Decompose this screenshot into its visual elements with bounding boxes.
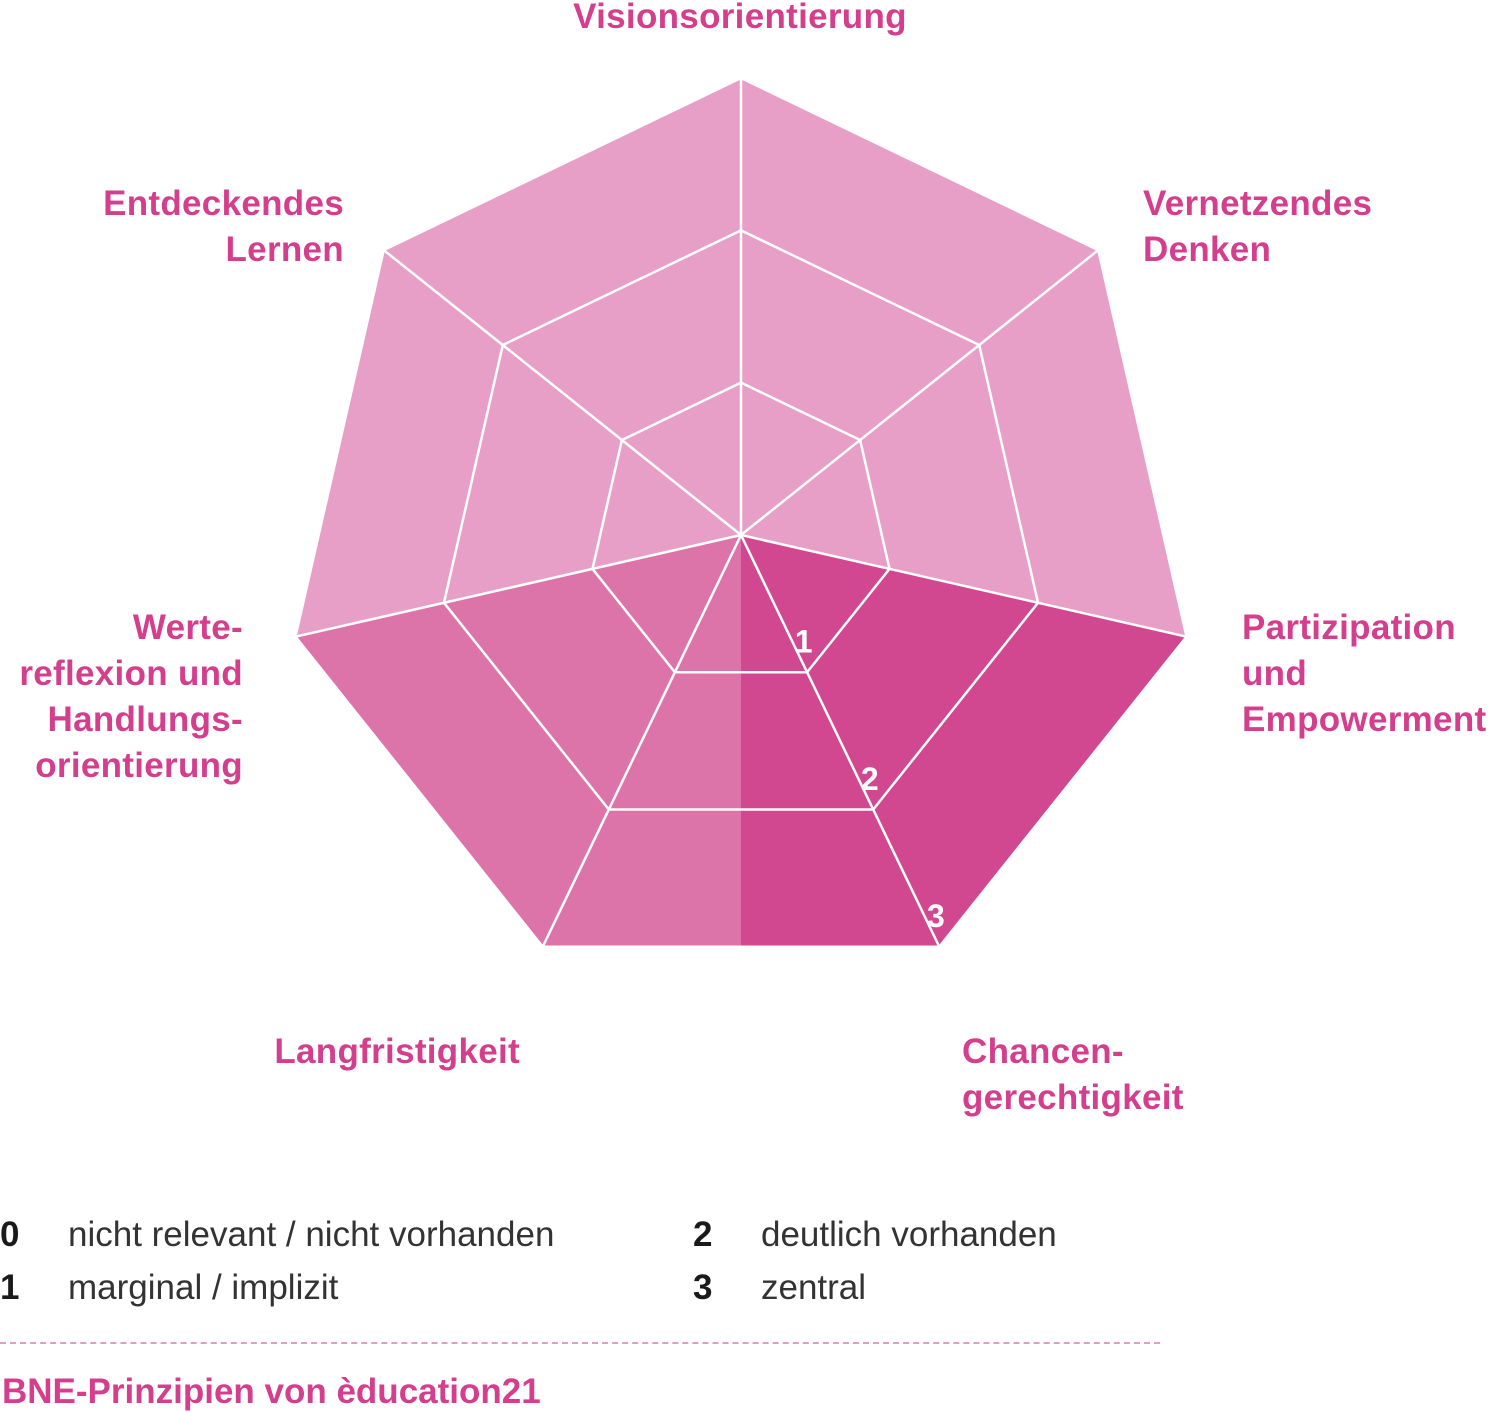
label-vernetzendes-denken: Vernetzendes Denken: [1143, 184, 1373, 269]
scale-label-3: 3: [927, 898, 945, 934]
spoke-4: [739, 534, 941, 948]
legend-text: zentral: [761, 1268, 867, 1307]
label-partizipation-empowerment: Partizipation und Empowerment: [1242, 608, 1487, 739]
scale-label-2: 2: [861, 761, 879, 797]
legend-value: 2: [693, 1215, 713, 1254]
spoke-7: [382, 249, 742, 536]
legend-text: marginal / implizit: [68, 1268, 339, 1307]
label-chancengerechtigkeit: Chancen- gerechtigkeit: [962, 1032, 1184, 1117]
legend-value: 1: [0, 1268, 20, 1307]
label-visionsorientierung: Visionsorientierung: [573, 0, 907, 36]
legend-value: 3: [693, 1268, 713, 1307]
legend-text: deutlich vorhanden: [761, 1215, 1057, 1254]
grid-ring-1: [591, 381, 891, 674]
spoke-3: [740, 533, 1187, 638]
legend-text: nicht relevant / nicht vorhanden: [68, 1215, 555, 1254]
grid-ring-3: [294, 76, 1188, 948]
spoke-6: [295, 533, 742, 638]
region-dark-bottom-right: [741, 535, 1187, 947]
bne-radar-diagram: 1 2 3: [294, 76, 1188, 948]
grid-ring-2: [442, 228, 1040, 811]
label-entdeckendes-lernen: Entdeckendes Lernen: [103, 184, 344, 269]
label-wertereflexion-handlungsorientierung: Werte- reflexion und Handlungs- orientie…: [19, 608, 243, 785]
scale-label-1: 1: [795, 624, 813, 660]
legend-value: 0: [0, 1215, 20, 1254]
spoke-2: [740, 249, 1100, 536]
dashed-divider: [0, 1342, 1160, 1344]
footer-title: BNE-Prinzipien von èducation21: [2, 1372, 541, 1411]
spoke-5: [541, 534, 743, 948]
label-langfristigkeit: Langfristigkeit: [274, 1032, 520, 1071]
